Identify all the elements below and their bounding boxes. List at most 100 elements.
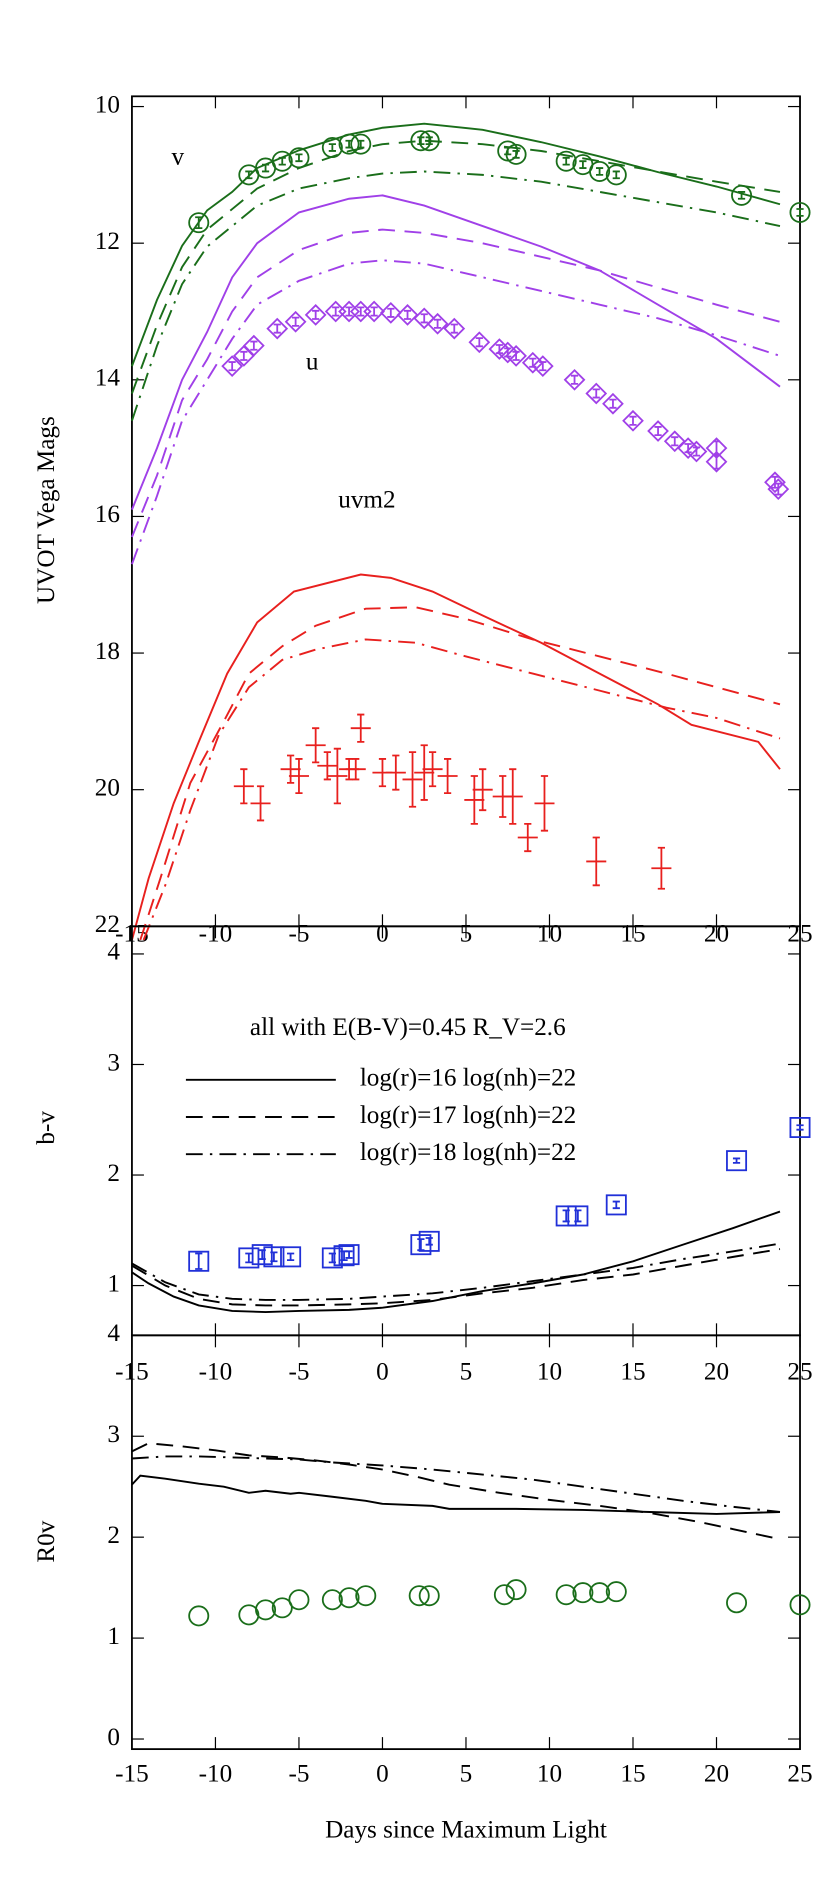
model-line [131,1242,781,1301]
data-point [789,201,811,223]
data-point [443,317,466,340]
data-point [333,1245,355,1267]
y-tick-label: 4 [107,1320,120,1347]
data-point [767,478,790,500]
x-tick-label: 15 [620,1760,645,1787]
data-point [288,147,310,169]
data-point [555,1584,577,1606]
y-tick-label: 16 [95,501,120,528]
data-point [379,301,402,324]
y-axis-label: b-v [33,1111,60,1145]
error-bar [312,309,320,320]
error-bar [540,775,549,832]
data-point [418,1230,440,1252]
x-tick-label: -5 [288,1358,309,1385]
data-point [280,1246,302,1268]
error-bar [512,150,520,159]
y-tick-label: 3 [107,1421,120,1448]
data-point [321,1589,343,1611]
error-bar [328,143,336,152]
error-bar [333,747,341,805]
data-point [321,137,343,159]
error-bar [512,350,520,361]
y-axis-label: R0v [33,1520,60,1562]
data-point [555,150,577,172]
error-bar [579,160,587,169]
error-bar [256,785,265,822]
data-point [338,1244,360,1266]
data-point [605,1581,627,1603]
model-line [131,259,781,565]
y-tick-label: 18 [95,638,120,665]
error-bar [357,139,365,149]
x-tick-label: 0 [376,1358,389,1385]
error-bar [509,768,517,825]
y-tick-label: 4 [107,939,120,966]
error-bar [796,1124,804,1131]
error-bar [408,751,417,808]
data-point [338,133,360,155]
data-point [663,430,686,453]
data-point [188,1605,210,1627]
error-bar [629,415,637,426]
error-bar [420,744,428,801]
error-bar [417,136,425,146]
y-tick-label: 22 [95,911,120,938]
error-bar [774,482,782,496]
error-bar [250,340,258,351]
data-point [271,1597,293,1619]
legend-label: log(r)=16 log(nh)=22 [360,1065,576,1092]
error-bar [323,751,331,781]
error-bar [609,398,617,409]
plot-frame [131,1334,801,1751]
error-bar [195,1252,203,1270]
data-point [731,184,753,206]
error-bar [732,1157,741,1164]
data-point [589,1582,611,1604]
data-point [288,1589,310,1611]
data-point [188,212,210,234]
annotation: u [306,349,319,376]
y-tick-label: 3 [107,1049,120,1076]
y-tick-label: 10 [95,91,120,118]
x-tick-label: 5 [460,1358,473,1385]
error-bar [796,208,804,217]
model-line [131,1474,781,1515]
error-bar [657,846,665,890]
data-point [271,150,293,172]
error-bar [278,156,286,166]
x-axis-label: Days since Maximum Light [325,1817,607,1844]
plot-frame [131,925,801,1337]
data-point [726,1592,748,1614]
error-bar [479,768,487,812]
error-bar [392,754,400,791]
error-bar [671,436,679,447]
x-tick-label: 15 [620,1358,645,1385]
error-bar [352,758,360,781]
data-point [555,1205,577,1227]
x-tick-label: 20 [704,1358,729,1385]
model-line [131,194,781,510]
error-bar [470,775,478,825]
legend-label: log(r)=18 log(nh)=22 [360,1139,576,1166]
error-bar [261,163,270,173]
data-point [563,368,586,391]
error-bar [357,306,365,317]
data-point [410,130,432,152]
data-point [350,133,372,155]
error-bar [245,170,253,180]
error-bar [403,309,412,320]
error-bar [287,1252,295,1262]
x-tick-label: 10 [537,1358,562,1385]
x-tick-label: 5 [460,1760,473,1787]
model-line [131,573,781,941]
error-bar [370,306,378,317]
data-point [726,1150,748,1172]
model-line [139,606,781,941]
data-point [413,307,436,330]
data-point [567,1205,589,1227]
error-bar [425,136,433,146]
model-line [131,170,781,422]
y-tick-label: 1 [107,1623,120,1650]
